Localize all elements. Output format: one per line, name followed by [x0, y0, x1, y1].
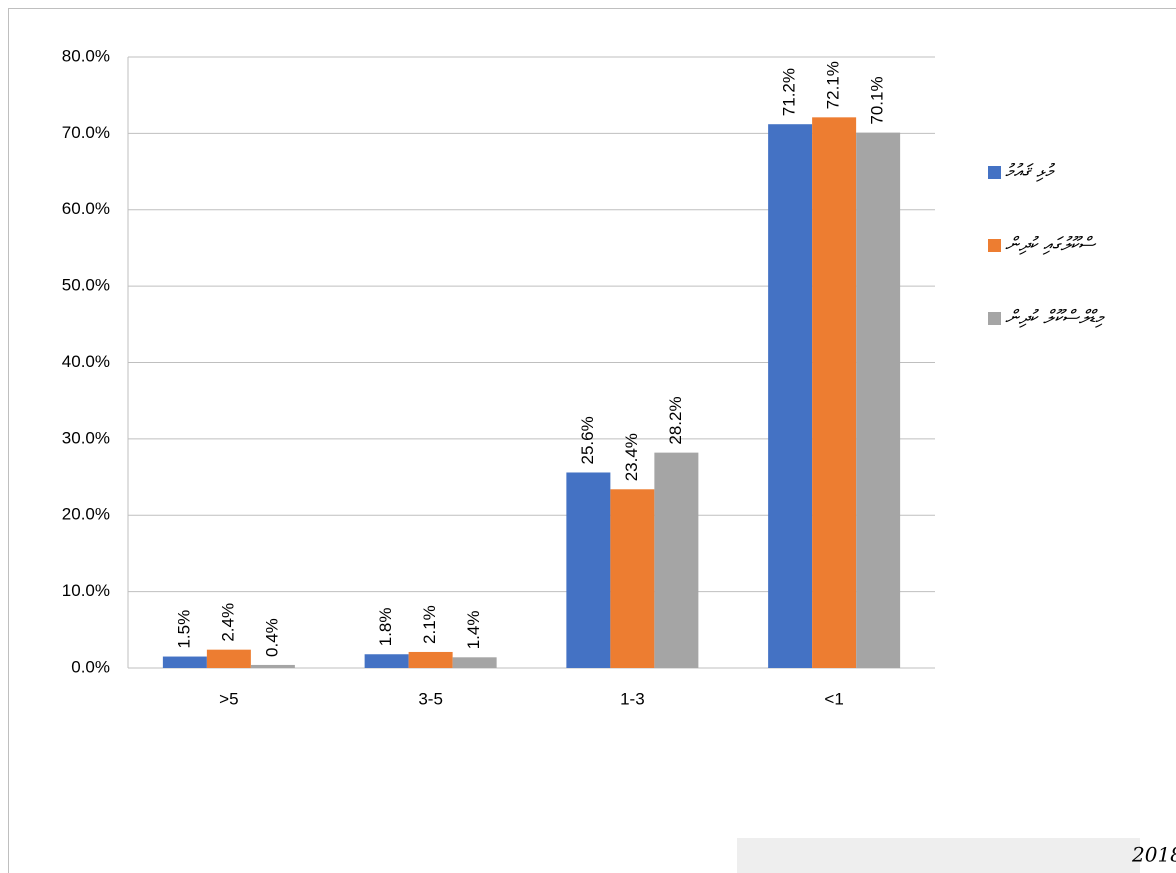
data-label: 72.1% — [824, 61, 843, 109]
bar — [162, 656, 207, 668]
y-tick-label: 70.0% — [62, 123, 110, 142]
legend-swatch — [988, 166, 1001, 179]
y-tick-label: 60.0% — [62, 199, 110, 218]
data-label: 71.2% — [780, 68, 799, 116]
legend-swatch — [988, 312, 1001, 325]
legend-label: ސްކޫލުގައި ކުދިން — [1005, 234, 1097, 256]
legend-swatch — [988, 239, 1001, 252]
y-tick-label: 10.0% — [62, 581, 110, 600]
data-label: 2.1% — [420, 605, 439, 644]
data-label: 2.4% — [218, 603, 237, 642]
x-tick-label: >5 — [219, 689, 238, 708]
data-label: 23.4% — [622, 433, 641, 481]
bar — [364, 654, 409, 668]
bar — [610, 489, 655, 668]
data-label: 0.4% — [262, 618, 281, 657]
caption-box — [737, 838, 1140, 873]
bar — [654, 452, 699, 668]
x-tick-label: <1 — [824, 689, 843, 708]
x-tick-label: 1-3 — [620, 689, 645, 708]
chart-frame — [8, 8, 1176, 873]
y-tick-label: 0.0% — [71, 657, 110, 676]
y-tick-label: 50.0% — [62, 276, 110, 295]
x-tick-label: 3-5 — [418, 689, 443, 708]
data-label: 1.8% — [376, 608, 395, 647]
data-label: 25.6% — [578, 416, 597, 464]
bar — [408, 651, 453, 668]
data-label: 1.4% — [464, 611, 483, 650]
caption: ތާވަލު 14: ނުނިމިފައިވާ މަސައްކަތް 2018 — [1131, 843, 1176, 867]
legend-label: މިޑްލްސްކޫލް ކުދިން — [1005, 307, 1105, 329]
data-label: 1.5% — [174, 610, 193, 649]
data-label: 70.1% — [868, 76, 887, 124]
bar — [812, 117, 857, 669]
bar — [566, 472, 611, 668]
data-label: 28.2% — [666, 396, 685, 444]
y-tick-label: 80.0% — [62, 46, 110, 65]
bar — [856, 132, 901, 668]
bar — [250, 664, 295, 668]
bar — [452, 657, 497, 668]
y-tick-label: 30.0% — [62, 428, 110, 447]
bar — [206, 649, 251, 668]
y-tick-label: 20.0% — [62, 505, 110, 524]
y-tick-label: 40.0% — [62, 352, 110, 371]
bar — [768, 124, 813, 668]
legend-label: މުޅި ޤައުމު — [1005, 161, 1055, 183]
